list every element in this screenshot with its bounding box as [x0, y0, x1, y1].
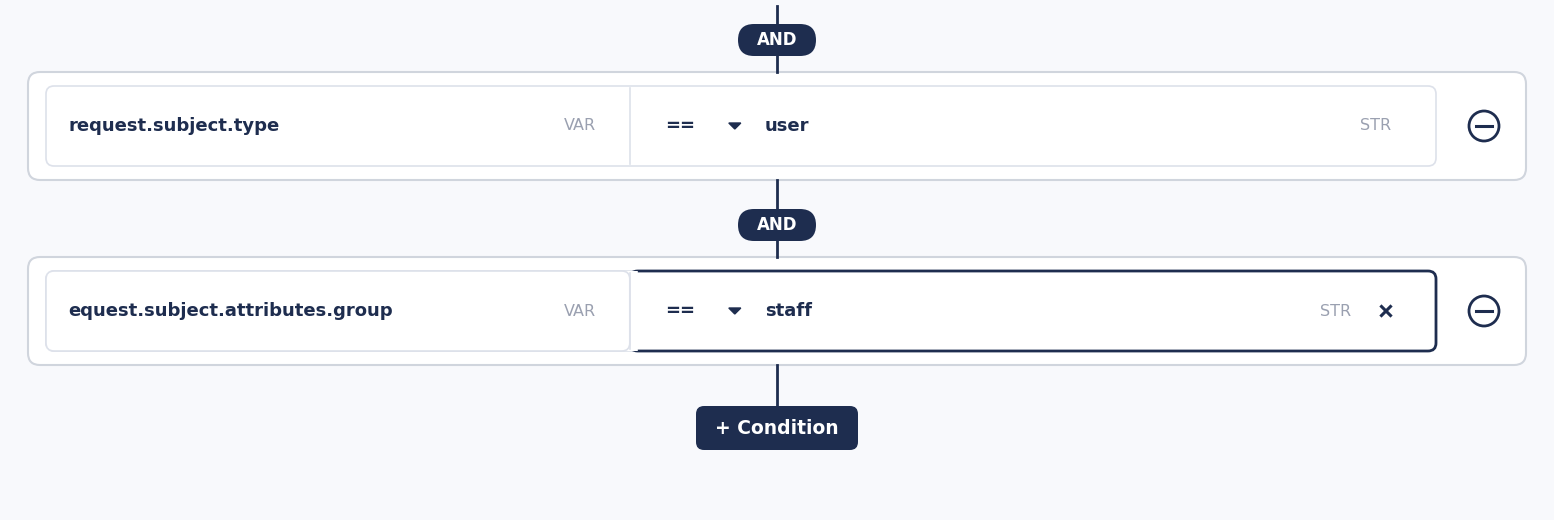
Text: AND: AND: [757, 216, 797, 234]
FancyBboxPatch shape: [47, 271, 629, 351]
Text: staff: staff: [765, 302, 811, 320]
FancyBboxPatch shape: [738, 24, 816, 56]
FancyBboxPatch shape: [47, 271, 1436, 351]
Text: request.subject.type: request.subject.type: [68, 117, 280, 135]
Text: user: user: [765, 117, 810, 135]
Polygon shape: [729, 308, 741, 314]
FancyBboxPatch shape: [47, 271, 637, 351]
FancyBboxPatch shape: [47, 86, 1436, 166]
FancyBboxPatch shape: [738, 209, 816, 241]
Text: VAR: VAR: [564, 119, 595, 134]
FancyBboxPatch shape: [629, 271, 1436, 351]
Text: + Condition: + Condition: [715, 419, 839, 437]
Text: ==: ==: [665, 117, 695, 135]
FancyBboxPatch shape: [696, 406, 858, 450]
Circle shape: [1469, 296, 1500, 326]
Text: AND: AND: [757, 31, 797, 49]
Circle shape: [1469, 111, 1500, 141]
Polygon shape: [729, 123, 741, 129]
Text: ==: ==: [665, 302, 695, 320]
Text: STR: STR: [1321, 304, 1352, 318]
FancyBboxPatch shape: [28, 257, 1526, 365]
Text: STR: STR: [1360, 119, 1391, 134]
Text: VAR: VAR: [564, 304, 595, 318]
Text: equest.subject.attributes.group: equest.subject.attributes.group: [68, 302, 393, 320]
FancyBboxPatch shape: [28, 72, 1526, 180]
